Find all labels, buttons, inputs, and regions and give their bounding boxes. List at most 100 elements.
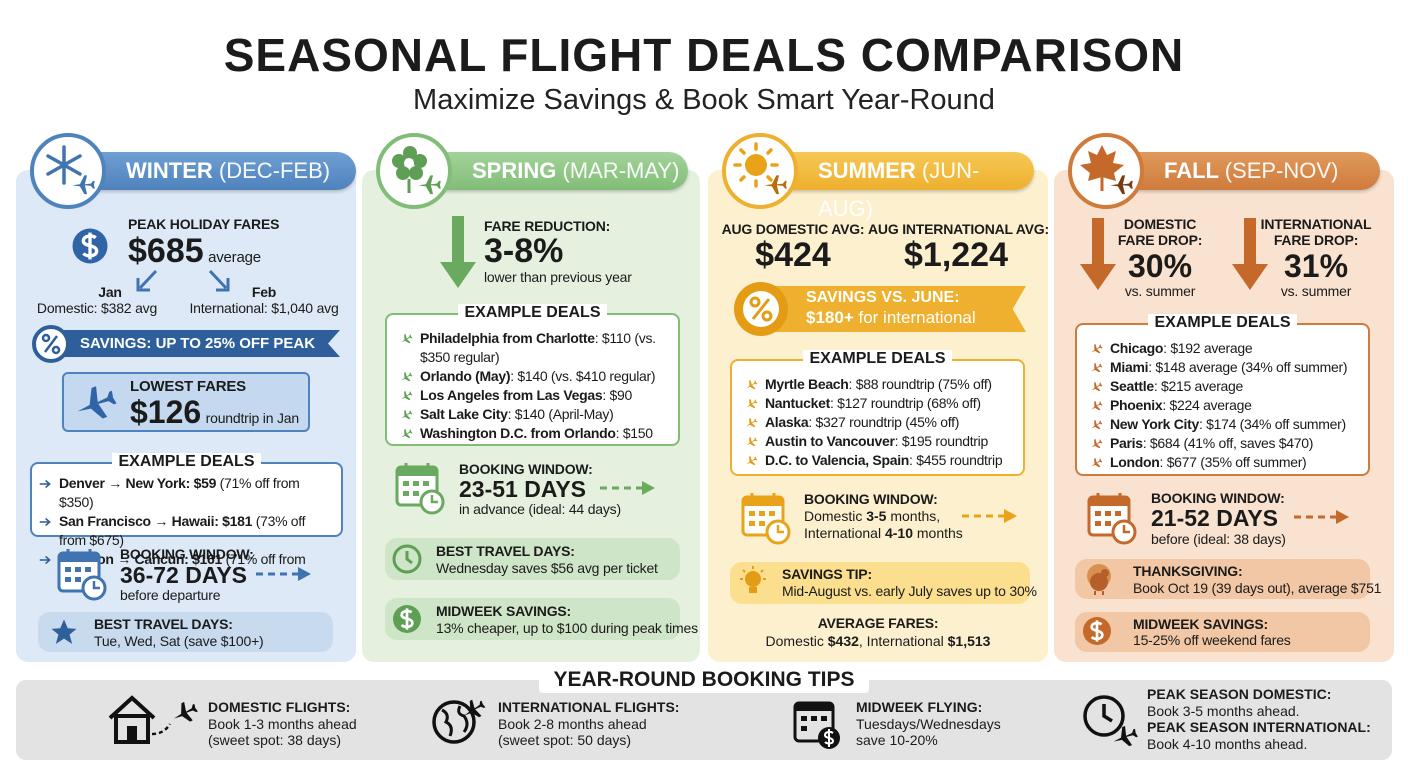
icon-part [401,390,413,401]
icon [740,490,792,551]
label: Jan [98,284,122,300]
footer-item: INTERNATIONAL FLIGHTS: Book 2-8 months ah… [498,699,679,748]
bold-text: Austin to Vancouver [765,433,895,449]
icon-part [401,390,413,401]
icon-part [745,153,767,176]
footer-item-line: Book 4-10 months ahead. [1147,736,1308,752]
value: $126 [130,394,202,430]
icon [134,268,160,299]
label: AUG DOMESTIC AVG: [721,221,865,237]
icon-part [749,511,755,516]
icon-part [749,296,761,308]
deal-line: San Francisco → Hawaii: $181 (73% off fr… [38,512,333,550]
icon [1086,490,1138,551]
icon-part [41,333,51,343]
icon-part [65,577,71,582]
footer-title: YEAR-ROUND BOOKING TIPS [539,666,869,693]
season-name: SUMMER [818,158,916,183]
icon-part [1094,591,1104,595]
icon-part [1080,218,1116,290]
icon-part [401,409,413,420]
deal-line: D.C. to Valencia, Spain: $455 roundtrip [744,451,1015,470]
value: 31% [1283,248,1349,284]
tip-box [730,562,1030,604]
deals-box: EXAMPLE DEALS Denver → New York: $59 (71… [30,453,343,586]
icon-part [1080,144,1133,194]
icon-part [740,566,766,593]
box-title: EXAMPLE DEALS [112,453,261,470]
icon-part [1091,400,1103,411]
bold-text: Phoenix [1110,397,1163,413]
icon-part [208,269,230,292]
icon-part [1091,419,1103,430]
icon-part [72,174,95,194]
icon-part [821,716,827,721]
icon-part [405,551,413,565]
note: vs. summer [1124,283,1196,299]
icon-part [418,174,441,194]
icon-part [39,517,51,527]
icon-part [1095,521,1101,526]
icon-part [77,386,117,419]
icon-part [1095,511,1121,526]
text: : $148 average (34% off summer) [1148,359,1348,375]
unit: average [208,249,261,266]
icon-part [46,144,95,194]
icon-part [740,566,766,580]
text: : $684 (41% off, saves $470) [1142,435,1314,451]
icon-part [745,571,761,587]
icon-part [746,417,758,428]
icon-part [741,493,791,545]
deal-line: Denver → New York: $59 (71% off from $35… [38,474,333,512]
bold-text: Salt Lake City [420,406,508,422]
label: INTERNATIONAL FARE DROP: [1260,216,1372,248]
bold-text: Nantucket [765,395,830,411]
icon [792,696,844,757]
text: (73% off from $675) [59,513,306,548]
deal-line: Philadelphia from Charlotte: $110 (vs. $… [399,329,670,367]
deal-line: Orlando (May): $140 (vs. $410 regular) [399,367,670,386]
deal-line: Austin to Vancouver: $195 roundtrip [744,432,1015,451]
icon-part [1080,218,1116,290]
icon-part [769,511,775,516]
bold-text: Los Angeles from Las Vegas [420,387,603,403]
icon-part [1089,497,1129,506]
icon-part [432,699,486,744]
value: $685 [128,232,204,270]
icon-part [734,282,788,336]
footer-item-title: PEAK SEASON DOMESTIC: [1147,686,1332,702]
icon [438,216,478,295]
icon-part [811,716,817,721]
icon-part [108,695,198,744]
icon-part [962,509,1017,523]
icon-part [81,232,99,260]
value: $424 [755,236,831,274]
text: Domestic [804,508,867,524]
icon-part [642,481,655,495]
icon-part [749,521,755,526]
icon [49,617,79,652]
bold-text: Orlando (May) [420,368,511,384]
icon-part [85,567,91,572]
bold-text: $432 [827,633,859,649]
icon-part [401,409,413,420]
text: : $127 roundtrip (68% off) [829,395,981,411]
text: months [912,525,963,541]
subtitle: Maximize Savings & Book Smart Year-Round [413,84,995,116]
label: AUG INTERNATIONAL AVG: [868,221,1049,237]
label: LOWEST FARES [130,378,246,395]
text: : $327 roundtrip (45% off) [808,414,960,430]
deals-list: Denver → New York: $59 (71% off from $35… [38,474,333,588]
icon-part [746,379,758,390]
icon-part [46,153,82,176]
bold-text: New York City [1110,416,1199,432]
icon-part [127,726,137,742]
icon-part [1115,511,1121,516]
tip-title: BEST TRAVEL DAYS: [436,543,575,559]
tip-title: SAVINGS TIP: [782,566,872,582]
icon-part [1091,457,1103,468]
icon-part [746,379,758,390]
icon-part [1095,511,1101,516]
label: Feb [251,284,277,300]
icon-part [392,544,422,574]
